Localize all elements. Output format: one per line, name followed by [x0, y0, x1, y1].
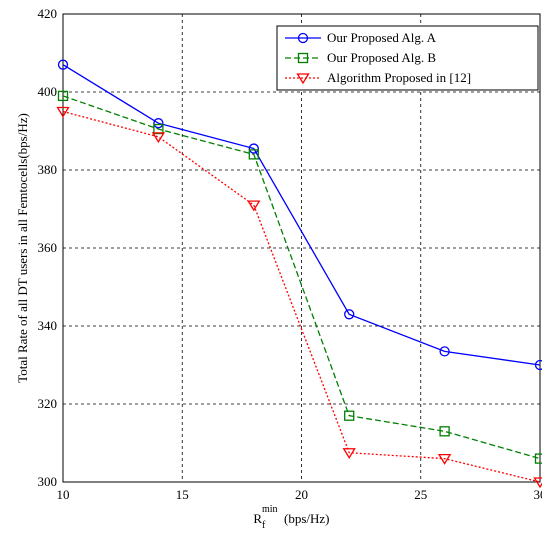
series [57, 59, 542, 371]
marker [151, 132, 166, 144]
marker [57, 90, 69, 102]
marker [439, 346, 450, 357]
y-tick-label: 420 [38, 6, 58, 21]
legend: Our Proposed Alg. A Our Proposed Alg. B Al… [276, 25, 539, 91]
y-axis-label: Total Rate of all DT users in all Femtoc… [15, 113, 30, 383]
marker [153, 123, 164, 135]
y-tick-label: 360 [38, 240, 58, 255]
x-label-sup: min [262, 504, 278, 515]
marker [248, 149, 259, 160]
marker [297, 52, 309, 64]
y-tick-label: 340 [38, 318, 58, 333]
x-label-sub: f [262, 520, 266, 531]
x-label-base: R [253, 511, 262, 526]
y-tick-label: 320 [38, 396, 58, 411]
series-line [62, 64, 541, 366]
x-tick-label: 10 [57, 487, 70, 502]
marker [344, 309, 355, 320]
marker [56, 106, 70, 118]
legend-label: Our Proposed Alg. A [327, 30, 437, 45]
marker [248, 143, 259, 154]
y-tick-label: 400 [38, 84, 58, 99]
x-tick-label: 15 [176, 487, 189, 502]
series [56, 106, 542, 489]
x-tick-label: 20 [295, 487, 308, 502]
legend-box [276, 25, 539, 91]
marker [57, 59, 69, 70]
marker [533, 477, 542, 489]
marker [437, 453, 452, 465]
x-tick-label: 30 [534, 487, 542, 502]
marker [297, 32, 309, 44]
marker [344, 410, 355, 421]
marker [534, 453, 542, 464]
legend-label: Algorithm Proposed in [12] [327, 70, 471, 85]
marker [153, 118, 164, 129]
x-label-unit: (bps/Hz) [284, 511, 330, 526]
series-line [62, 110, 541, 483]
marker [534, 359, 542, 371]
legend-label: Our Proposed Alg. B [327, 50, 436, 65]
x-tick-label: 25 [414, 487, 427, 502]
series [57, 90, 542, 464]
marker [439, 426, 450, 437]
y-tick-label: 300 [38, 474, 58, 489]
plot-frame [62, 13, 541, 483]
marker [342, 448, 356, 459]
series-line [62, 95, 541, 460]
y-tick-label: 380 [38, 162, 58, 177]
marker [296, 73, 310, 85]
x-axis-label: R f min (bps/Hz) [253, 504, 329, 531]
marker [247, 200, 261, 212]
